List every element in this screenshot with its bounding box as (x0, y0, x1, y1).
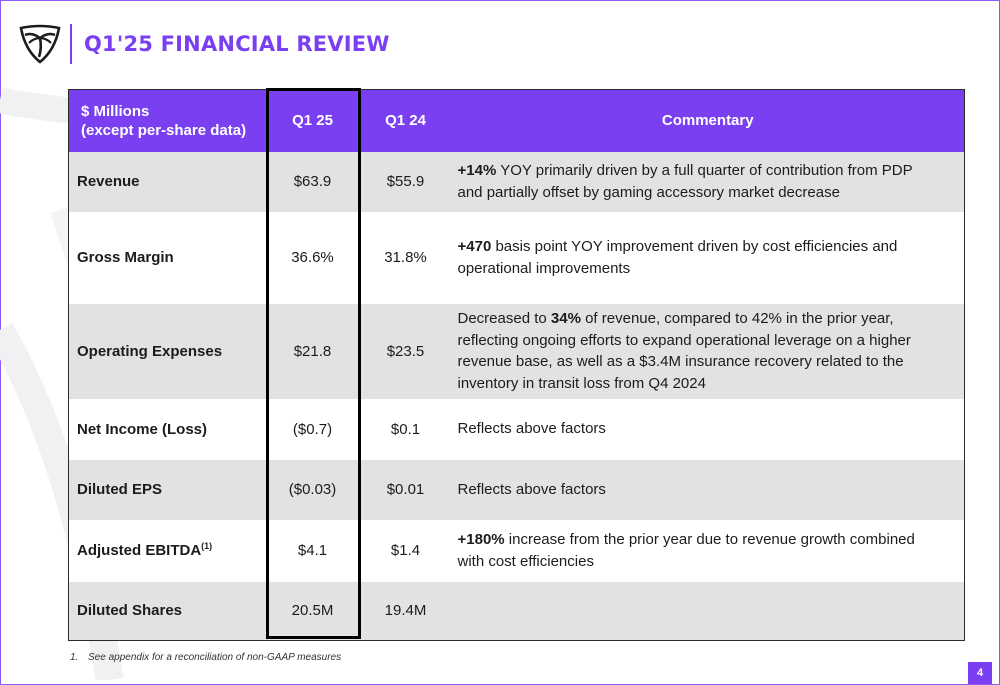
page-title: Q1'25 FINANCIAL REVIEW (84, 32, 390, 56)
commentary: Reflects above factors (451, 398, 965, 460)
footnote-text: See appendix for a reconciliation of non… (88, 652, 342, 663)
commentary: +180% increase from the prior year due t… (451, 519, 965, 582)
value-q1-24: 31.8% (359, 211, 452, 304)
commentary: +14% YOY primarily driven by a full quar… (451, 151, 965, 212)
column-header-q1-25: Q1 25 (265, 89, 360, 152)
footnote-marker: (1) (201, 541, 213, 551)
row-label-text: Adjusted EBITDA (77, 542, 202, 559)
value-q1-25: $4.1 (265, 519, 360, 582)
column-header-millions-line2: (except per-share data) (81, 121, 247, 139)
table-row-operating-expenses: Operating Expenses $21.8 $23.5 Decreased… (68, 303, 965, 399)
table-header-row: $ Millions (except per-share data) Q1 25… (68, 89, 965, 152)
financial-table: $ Millions (except per-share data) Q1 25… (68, 89, 965, 641)
page-number: 4 (968, 662, 992, 684)
value-q1-25: 36.6% (265, 211, 360, 304)
footnote: 1. See appendix for a reconciliation of n… (70, 652, 341, 663)
commentary-highlight: +470 (457, 238, 492, 255)
value-q1-24: $1.4 (359, 519, 452, 582)
commentary-text: increase from the prior year due to reve… (457, 531, 915, 570)
commentary-text: of revenue, compared to 42% in the prior… (457, 310, 911, 392)
commentary-highlight: 34% (550, 310, 581, 327)
commentary-text: Reflects above factors (457, 480, 606, 498)
column-header-q1-24: Q1 24 (359, 89, 452, 152)
table-row-adjusted-ebitda: Adjusted EBITDA(1) $4.1 $1.4 +180% incre… (68, 519, 965, 582)
column-header-millions: $ Millions (except per-share data) (68, 89, 266, 152)
commentary-highlight: +180% (457, 531, 505, 548)
row-label: Adjusted EBITDA(1) (68, 519, 266, 582)
palm-tree-shield-icon (19, 24, 61, 64)
table-row-diluted-shares: Diluted Shares 20.5M 19.4M (68, 581, 965, 641)
table-row-diluted-eps: Diluted EPS ($0.03) $0.01 Reflects above… (68, 459, 965, 520)
row-label: Diluted EPS (68, 459, 266, 520)
commentary-highlight: +14% (457, 162, 497, 179)
value-q1-25: $63.9 (265, 151, 360, 212)
commentary: +470 basis point YOY improvement driven … (451, 211, 965, 304)
commentary-text: basis point YOY improvement driven by co… (457, 238, 898, 277)
row-label: Operating Expenses (68, 303, 266, 399)
commentary: Reflects above factors (451, 459, 965, 520)
value-q1-24: $0.1 (359, 398, 452, 460)
row-label: Revenue (68, 151, 266, 212)
header-divider (70, 24, 72, 64)
header: Q1'25 FINANCIAL REVIEW (18, 22, 390, 66)
value-q1-24: $55.9 (359, 151, 452, 212)
column-header-millions-line1: $ Millions (81, 102, 150, 120)
value-q1-25: ($0.7) (265, 398, 360, 460)
commentary-prefix: Decreased to (457, 310, 551, 327)
table-row-net-income: Net Income (Loss) ($0.7) $0.1 Reflects a… (68, 398, 965, 460)
commentary-text: Reflects above factors (457, 420, 606, 438)
row-label: Net Income (Loss) (68, 398, 266, 460)
value-q1-25: 20.5M (265, 581, 360, 641)
commentary-text: YOY primarily driven by a full quarter o… (457, 162, 913, 201)
footnote-number: 1. (70, 652, 79, 663)
commentary (451, 581, 965, 641)
column-header-commentary: Commentary (451, 89, 965, 152)
value-q1-25: $21.8 (265, 303, 360, 399)
value-q1-24: 19.4M (359, 581, 452, 641)
row-label: Gross Margin (68, 211, 266, 304)
value-q1-25: ($0.03) (265, 459, 360, 520)
row-label: Diluted Shares (68, 581, 266, 641)
table-row-gross-margin: Gross Margin 36.6% 31.8% +470 basis poin… (68, 211, 965, 304)
commentary: Decreased to 34% of revenue, compared to… (451, 303, 965, 399)
table-row-revenue: Revenue $63.9 $55.9 +14% YOY primarily d… (68, 151, 965, 212)
value-q1-24: $0.01 (359, 459, 452, 520)
value-q1-24: $23.5 (359, 303, 452, 399)
